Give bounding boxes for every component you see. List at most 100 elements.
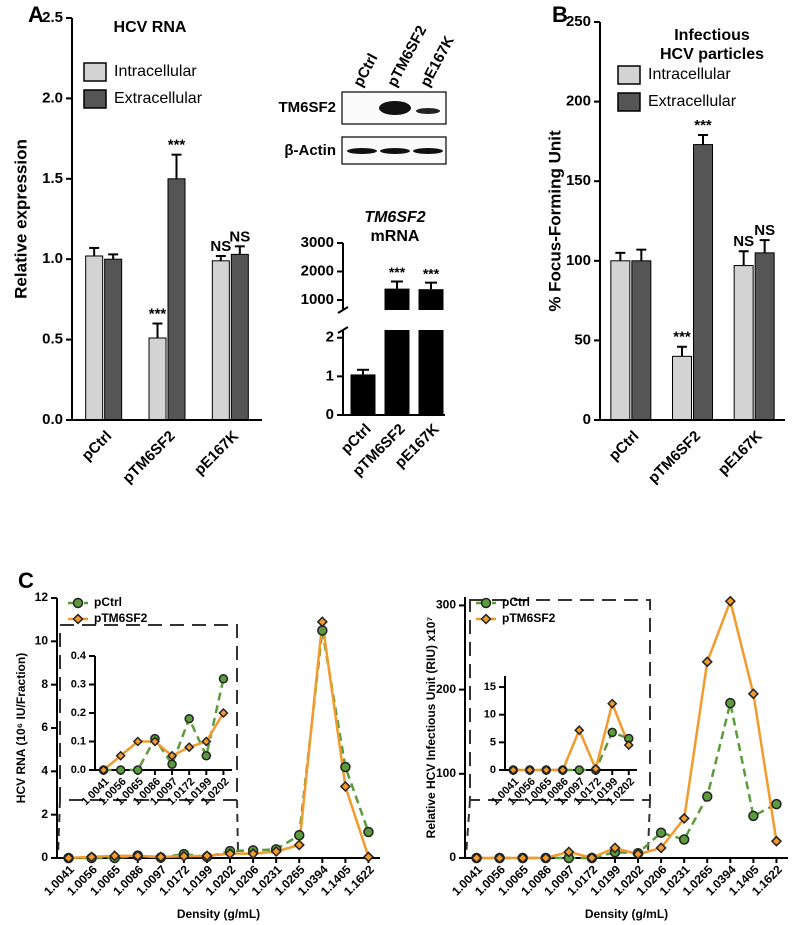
y-tick-label: 0 <box>41 850 48 864</box>
inset-connector <box>465 799 471 857</box>
y-tick-label: 100 <box>566 252 591 269</box>
x-tick-label: pE167K <box>191 427 242 478</box>
marker <box>115 750 126 761</box>
legend-label: pTM6SF2 <box>94 611 148 625</box>
marker <box>132 850 144 862</box>
bar <box>610 260 631 421</box>
marker <box>748 810 759 822</box>
chart-title: TM6SF2 <box>364 209 425 226</box>
legend-label: Extracellular <box>648 93 737 110</box>
bar <box>230 253 249 421</box>
y-tick-label: 200 <box>436 682 456 696</box>
panel-label: B <box>552 2 568 27</box>
legend-marker <box>480 597 492 609</box>
marker <box>574 765 584 775</box>
marker <box>540 852 552 864</box>
marker <box>184 713 194 724</box>
row-label: TM6SF2 <box>278 99 336 116</box>
bar <box>350 374 376 415</box>
significance: *** <box>149 305 167 322</box>
significance: NS <box>754 222 775 239</box>
marker <box>133 765 143 775</box>
marker <box>294 830 305 841</box>
band <box>416 108 440 114</box>
marker <box>724 595 736 607</box>
y-tick-label: 2000 <box>301 262 334 279</box>
series-line <box>476 597 778 860</box>
bar <box>418 289 444 310</box>
inset-frame <box>59 624 238 801</box>
marker <box>247 848 259 860</box>
y-tick-label: 15 <box>484 681 496 693</box>
marker <box>109 850 121 862</box>
marker <box>218 707 229 719</box>
y-tick-label: 10 <box>484 709 496 721</box>
y-tick-label: 10 <box>35 634 49 648</box>
marker <box>132 736 143 747</box>
marker <box>623 740 634 751</box>
y-tick-label: 1 <box>326 367 334 384</box>
y-tick-label: 50 <box>574 331 591 348</box>
y-axis-label: HCV RNA (10⁶ IU/Fraction) <box>14 653 28 803</box>
series-line <box>476 702 778 860</box>
bar <box>693 144 713 421</box>
marker <box>655 827 667 838</box>
inset-connector <box>236 799 239 853</box>
chart-title: mRNA <box>371 228 420 245</box>
y-tick-label: 0 <box>583 411 591 428</box>
marker <box>725 697 736 709</box>
y-tick-label: 150 <box>566 172 591 189</box>
y-tick-label: 0.4 <box>71 650 87 662</box>
significance: NS <box>733 233 754 250</box>
y-tick-label: 250 <box>566 13 591 30</box>
marker <box>541 764 552 776</box>
axis-break <box>337 326 349 334</box>
western-blot: pCtrl pTM6SF2 pE167K TM6SF2 β-Actin <box>278 23 458 165</box>
bar <box>384 330 410 415</box>
marker <box>184 742 195 753</box>
marker <box>678 834 690 845</box>
significance: *** <box>694 117 712 134</box>
y-tick-label: 200 <box>566 93 591 110</box>
bar <box>384 288 410 310</box>
significance: *** <box>168 137 186 154</box>
marker <box>178 850 190 862</box>
y-tick-label: 2.5 <box>42 9 63 26</box>
x-axis-label: Density (g/mL) <box>177 907 260 921</box>
significance: NS <box>229 228 250 245</box>
marker <box>609 842 621 854</box>
bar <box>85 255 104 421</box>
bar <box>148 337 167 421</box>
blot-box <box>341 91 447 125</box>
inset-connector <box>57 799 61 857</box>
marker <box>316 616 328 628</box>
x-tick-label: pTM6SF2 <box>119 428 178 487</box>
legend-marker <box>72 613 84 625</box>
legend-label: pTM6SF2 <box>502 611 556 625</box>
bar <box>104 258 123 421</box>
x-tick-label: pTM6SF2 <box>645 428 704 487</box>
marker <box>167 759 177 770</box>
y-tick-label: 0.3 <box>71 678 86 690</box>
row-label: β-Actin <box>284 142 336 159</box>
chart-title: HCV particles <box>660 46 764 63</box>
y-tick-label: 2 <box>326 329 334 346</box>
marker <box>218 674 229 684</box>
marker <box>607 698 618 709</box>
marker <box>363 826 374 838</box>
y-tick-label: 300 <box>436 598 456 612</box>
legend-swatch <box>617 92 641 112</box>
lane-label: pCtrl <box>350 51 381 90</box>
band <box>413 148 443 154</box>
y-tick-label: 0.1 <box>71 735 86 747</box>
marker <box>771 798 782 810</box>
y-tick-label: 0.5 <box>42 331 63 348</box>
bar <box>672 355 692 421</box>
y-tick-label: 12 <box>35 590 49 604</box>
marker <box>574 725 585 736</box>
marker <box>340 761 351 773</box>
y-tick-label: 8 <box>41 677 48 691</box>
series-line <box>68 630 370 860</box>
legend-marker <box>72 597 84 609</box>
